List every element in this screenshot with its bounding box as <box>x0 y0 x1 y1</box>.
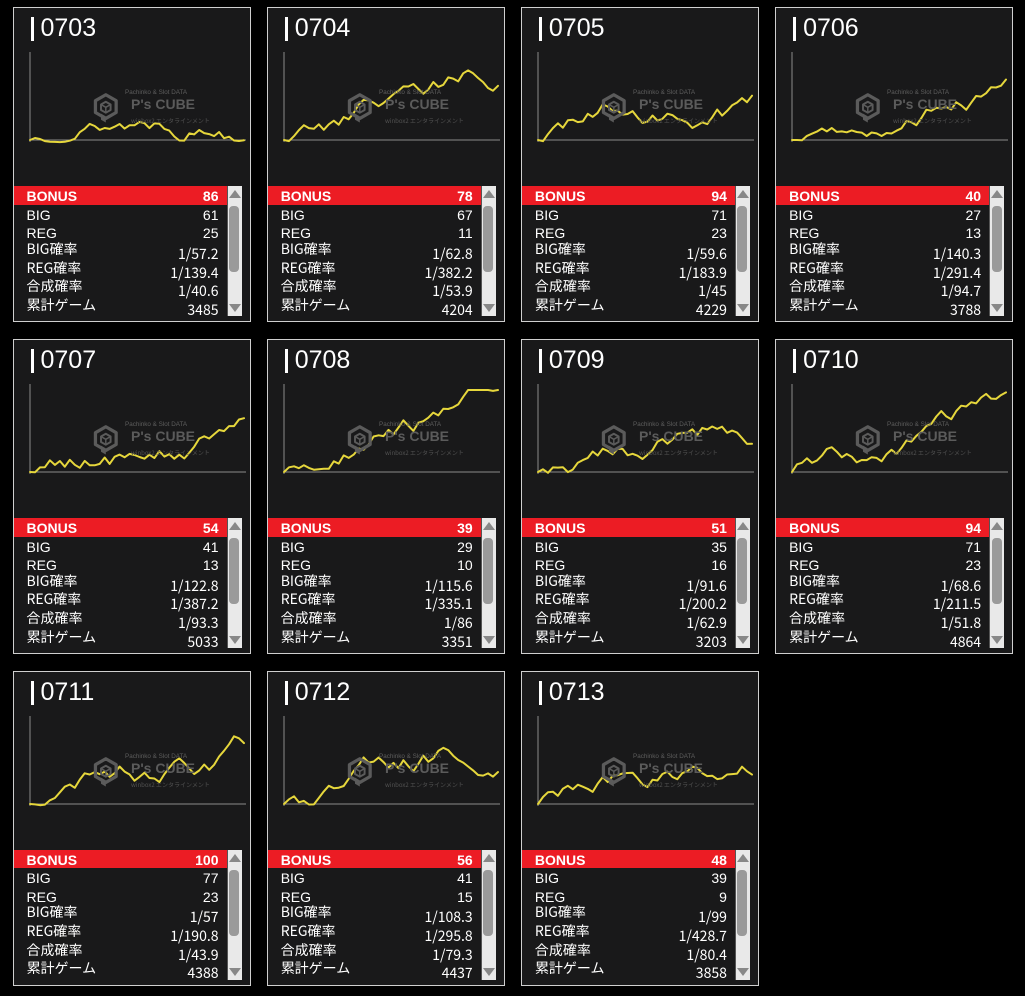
svg-text:winbox2 エンタラインメント: winbox2 エンタラインメント <box>893 448 972 457</box>
svg-text:P's CUBE: P's CUBE <box>639 428 703 444</box>
svg-text:Pachinko & Slot DATA: Pachinko & Slot DATA <box>887 421 950 428</box>
svg-text:Pachinko & Slot DATA: Pachinko & Slot DATA <box>125 753 188 760</box>
svg-text:Pachinko & Slot DATA: Pachinko & Slot DATA <box>887 89 950 96</box>
svg-text:winbox2 エンタラインメント: winbox2 エンタラインメント <box>385 448 464 457</box>
svg-text:winbox2 エンタラインメント: winbox2 エンタラインメント <box>385 116 464 125</box>
svg-text:Pachinko & Slot DATA: Pachinko & Slot DATA <box>125 89 188 96</box>
svg-text:P's CUBE: P's CUBE <box>639 96 703 112</box>
svg-text:P's CUBE: P's CUBE <box>893 96 957 112</box>
svg-text:winbox2 エンタラインメント: winbox2 エンタラインメント <box>893 116 972 125</box>
svg-text:Pachinko & Slot DATA: Pachinko & Slot DATA <box>633 421 696 428</box>
svg-text:P's CUBE: P's CUBE <box>131 96 195 112</box>
svg-text:P's CUBE: P's CUBE <box>639 760 703 776</box>
svg-text:winbox2 エンタラインメント: winbox2 エンタラインメント <box>131 448 210 457</box>
svg-text:P's CUBE: P's CUBE <box>131 428 195 444</box>
svg-text:Pachinko & Slot DATA: Pachinko & Slot DATA <box>633 753 696 760</box>
svg-text:P's CUBE: P's CUBE <box>385 428 449 444</box>
svg-text:P's CUBE: P's CUBE <box>385 96 449 112</box>
svg-text:winbox2 エンタラインメント: winbox2 エンタラインメント <box>639 116 718 125</box>
svg-text:Pachinko & Slot DATA: Pachinko & Slot DATA <box>633 89 696 96</box>
svg-text:winbox2 エンタラインメント: winbox2 エンタラインメント <box>385 780 464 789</box>
svg-text:winbox2 エンタラインメント: winbox2 エンタラインメント <box>639 448 718 457</box>
svg-text:Pachinko & Slot DATA: Pachinko & Slot DATA <box>125 421 188 428</box>
svg-text:P's CUBE: P's CUBE <box>893 428 957 444</box>
svg-text:P's CUBE: P's CUBE <box>131 760 195 776</box>
svg-text:P's CUBE: P's CUBE <box>385 760 449 776</box>
svg-text:winbox2 エンタラインメント: winbox2 エンタラインメント <box>131 780 210 789</box>
svg-text:winbox2 エンタラインメント: winbox2 エンタラインメント <box>639 780 718 789</box>
svg-text:Pachinko & Slot DATA: Pachinko & Slot DATA <box>379 421 442 428</box>
svg-text:winbox2 エンタラインメント: winbox2 エンタラインメント <box>131 116 210 125</box>
svg-text:Pachinko & Slot DATA: Pachinko & Slot DATA <box>379 753 442 760</box>
svg-text:Pachinko & Slot DATA: Pachinko & Slot DATA <box>379 89 442 96</box>
